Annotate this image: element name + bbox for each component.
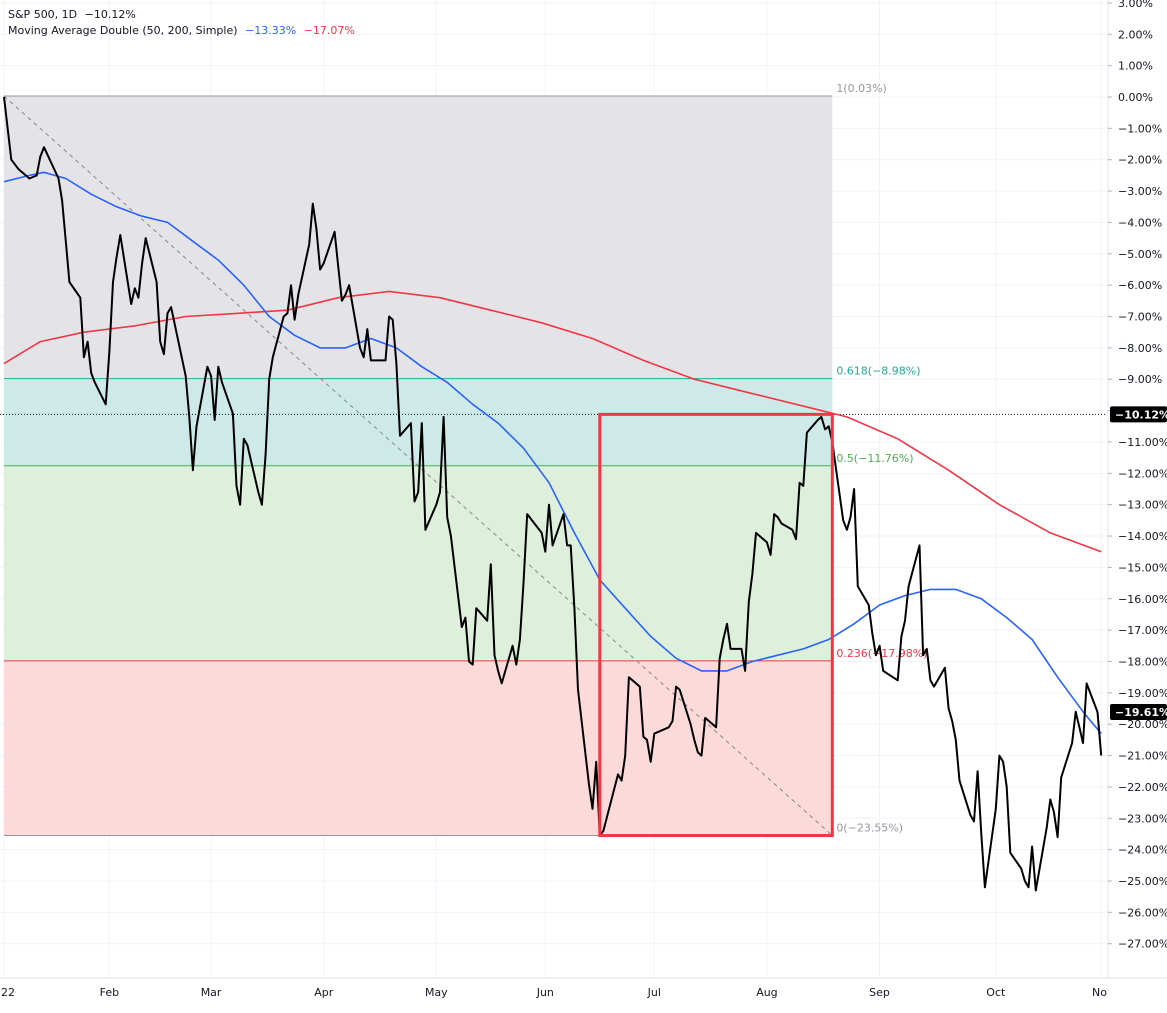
fib-level-label: 0(−23.55%) xyxy=(836,822,903,835)
ma200-value: −17.07% xyxy=(303,24,355,37)
y-tick-label: −27.00% xyxy=(1118,938,1167,951)
price-axis-bg xyxy=(1108,0,1167,1013)
price-axis: 3.00% 2.00% 1.00% 0.00% −1.00% −2.00% −3.00% −4… xyxy=(1107,0,1167,1013)
y-tick-label: −25.00% xyxy=(1118,875,1167,888)
y-tick-label: −20.00% xyxy=(1118,718,1167,731)
fib-zone-0.618 xyxy=(4,378,833,466)
y-tick-label: −19.00% xyxy=(1118,687,1167,700)
y-tick-label: −2.00% xyxy=(1118,154,1162,167)
x-tick-label: Sep xyxy=(869,986,890,999)
y-tick-label: −26.00% xyxy=(1118,906,1167,919)
fib-level-label: 1(0.03%) xyxy=(836,82,887,95)
x-tick-label: Feb xyxy=(100,986,119,999)
series-group xyxy=(3,96,1103,892)
x-tick-label: Apr xyxy=(314,986,334,999)
time-axis: 22 Feb Mar Apr May Jun Jul Aug Sep Oct No xyxy=(0,977,1167,1013)
y-tick-label: −13.00% xyxy=(1118,499,1167,512)
series-line-price xyxy=(3,96,1103,892)
y-tick-label: −21.00% xyxy=(1118,750,1167,763)
y-tick-label: −8.00% xyxy=(1118,342,1162,355)
time-axis-bg xyxy=(0,978,1108,1013)
y-tick-label: −15.00% xyxy=(1118,561,1167,574)
y-tick-label: −3.00% xyxy=(1118,185,1162,198)
symbol-row: S&P 500, 1D −10.12% xyxy=(8,7,355,23)
fib-level-label: 0.5(−11.76%) xyxy=(836,452,913,465)
fib-zone-0.236 xyxy=(4,660,833,836)
indicator-label: Moving Average Double (50, 200, Simple) xyxy=(8,24,238,37)
x-tick-label: Jul xyxy=(647,986,661,999)
price-tag-label: −19.61% xyxy=(1115,706,1167,719)
symbol-change: −10.12% xyxy=(84,8,136,21)
y-tick-label: −17.00% xyxy=(1118,624,1167,637)
fib-level-label: 0.236(−17.98%) xyxy=(836,647,927,660)
symbol-label: S&P 500, 1D xyxy=(8,8,78,21)
x-tick-label: No xyxy=(1092,986,1107,999)
y-tick-label: 2.00% xyxy=(1118,28,1153,41)
x-tick-label: 22 xyxy=(1,986,15,999)
y-tick-label: −1.00% xyxy=(1118,122,1162,135)
y-tick-label: −9.00% xyxy=(1118,373,1162,386)
y-tick-label: −22.00% xyxy=(1118,781,1167,794)
highlight-rectangle xyxy=(598,412,834,838)
y-tick-label: 1.00% xyxy=(1118,60,1153,73)
x-tick-label: Jun xyxy=(536,986,554,999)
y-tick-label: −4.00% xyxy=(1118,216,1162,229)
price-tag-label: −10.12% xyxy=(1115,408,1167,421)
series-line-ma200 xyxy=(3,290,1102,553)
fib-zone-0.5 xyxy=(4,465,833,661)
y-tick-label: −14.00% xyxy=(1118,530,1167,543)
y-tick-label: 0.00% xyxy=(1118,91,1153,104)
x-tick-label: Oct xyxy=(986,986,1006,999)
y-tick-label: −5.00% xyxy=(1118,248,1162,261)
y-tick-label: −23.00% xyxy=(1118,812,1167,825)
y-tick-label: −11.00% xyxy=(1118,436,1167,449)
y-tick-label: −18.00% xyxy=(1118,655,1167,668)
y-tick-label: −12.00% xyxy=(1118,467,1167,480)
ma50-value: −13.33% xyxy=(245,24,297,37)
price-tag-bg xyxy=(1110,703,1167,720)
x-tick-label: Mar xyxy=(201,986,222,999)
price-tag-bg xyxy=(1110,406,1167,423)
y-tick-label: −7.00% xyxy=(1118,311,1162,324)
indicator-row: Moving Average Double (50, 200, Simple) … xyxy=(8,23,355,39)
fib-zone-1 xyxy=(4,96,833,379)
y-tick-label: −16.00% xyxy=(1118,593,1167,606)
x-tick-label: Aug xyxy=(756,986,777,999)
x-tick-label: May xyxy=(425,986,448,999)
fib-trend-line xyxy=(3,95,833,836)
y-tick-label: 3.00% xyxy=(1118,0,1153,10)
chart-legend: S&P 500, 1D −10.12% Moving Average Doubl… xyxy=(8,7,355,39)
fibonacci-retracement: 1(0.03%) 0.618(−8.98%) 0.5(−11.76%) 0.236(−… xyxy=(3,82,928,837)
y-tick-label: −6.00% xyxy=(1118,279,1162,292)
fib-level-label: 0.618(−8.98%) xyxy=(836,365,920,378)
y-tick-label: −24.00% xyxy=(1118,844,1167,857)
